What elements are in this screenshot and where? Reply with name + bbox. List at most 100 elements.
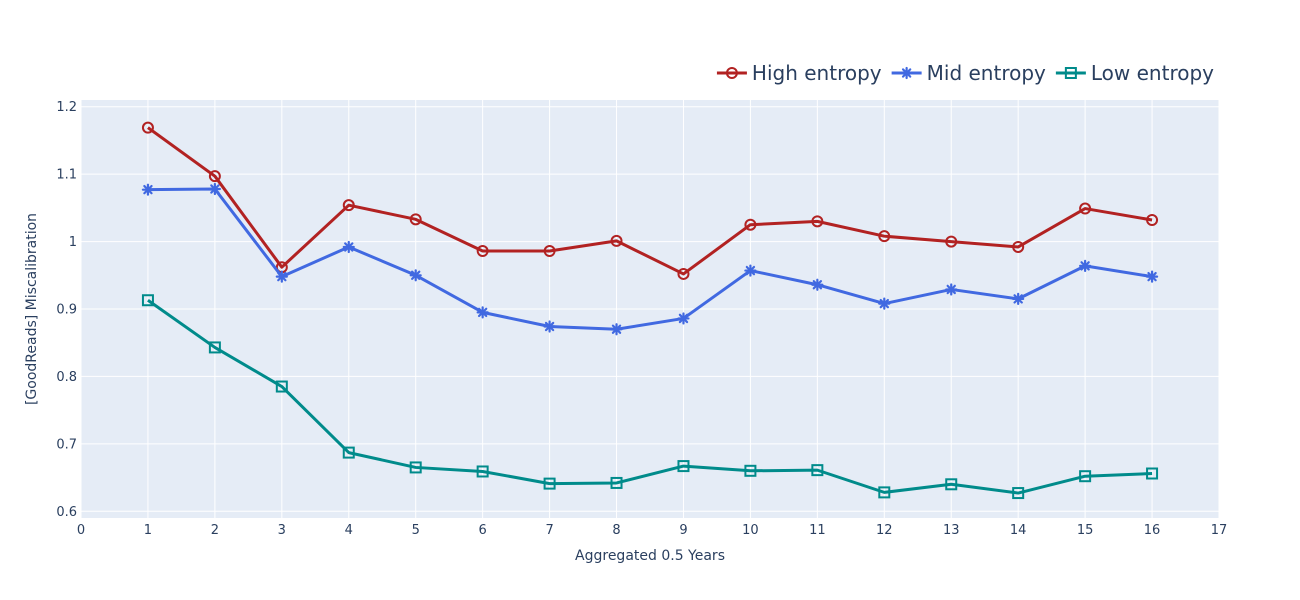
marker-stroke	[611, 324, 622, 334]
data-point	[1012, 240, 1025, 253]
x-tick-label: 7	[545, 523, 553, 538]
data-point	[1012, 292, 1025, 305]
data-point	[141, 294, 154, 307]
y-tick-label: 0.7	[56, 437, 77, 452]
tick-layer: 0 1 2 3 4 5 6 7 8 9 10 11 12 13 14 15 16 170.60.70.80.911…	[56, 100, 1227, 538]
y-tick-label: 0.8	[56, 370, 77, 385]
marker-stroke	[946, 284, 956, 295]
data-point	[476, 245, 489, 258]
marker-stroke	[812, 280, 823, 290]
data-point	[1146, 467, 1159, 480]
grid-layer	[80, 100, 1220, 518]
x-axis-title: Aggregated 0.5 Years	[575, 548, 725, 564]
series-mid-entropy	[141, 182, 1159, 336]
data-point	[610, 476, 623, 489]
x-tick-label: 16	[1144, 523, 1161, 538]
legend-label: Mid entropy	[927, 61, 1046, 85]
x-tick-label: 9	[679, 523, 687, 538]
data-point	[1079, 470, 1092, 483]
data-point	[677, 312, 690, 325]
series-layer	[141, 121, 1159, 500]
data-point	[342, 446, 355, 459]
marker-stroke	[678, 313, 689, 324]
x-tick-label: 11	[809, 523, 826, 538]
data-point	[1145, 270, 1159, 283]
marker-stroke	[344, 242, 354, 252]
data-point	[744, 218, 757, 231]
data-point	[945, 283, 958, 296]
series-line	[147, 187, 1153, 331]
series-line	[147, 299, 1153, 495]
legend-label: High entropy	[752, 61, 882, 85]
x-tick-label: 8	[612, 523, 620, 538]
data-point	[409, 461, 422, 474]
x-tick-label: 0	[77, 523, 85, 538]
data-point	[543, 320, 556, 333]
data-point	[945, 478, 958, 491]
y-tick-label: 0.6	[56, 505, 77, 520]
data-point	[1079, 202, 1092, 215]
series-low-entropy	[141, 294, 1159, 500]
marker-stroke	[210, 184, 220, 194]
legend-item[interactable]: Mid entropy	[891, 61, 1046, 85]
legend[interactable]: High entropy Mid entropy Low entropy	[716, 61, 1214, 85]
x-tick-label: 14	[1010, 523, 1027, 538]
marker-stroke	[477, 307, 488, 318]
x-tick-label: 13	[943, 523, 960, 538]
data-point	[610, 323, 623, 336]
x-tick-label: 10	[742, 523, 759, 538]
y-tick-label: 1.1	[56, 168, 77, 183]
x-tick-label: 4	[345, 523, 353, 538]
y-tick-label: 0.9	[56, 303, 77, 318]
data-point	[342, 199, 355, 212]
legend-marker	[725, 67, 738, 79]
data-point	[744, 464, 757, 477]
legend-marker	[1064, 67, 1077, 79]
series-high-entropy	[141, 121, 1159, 280]
data-point	[543, 245, 556, 258]
data-point	[409, 213, 422, 226]
data-point	[878, 230, 891, 243]
data-point	[208, 341, 221, 354]
x-tick-label: 12	[876, 523, 893, 538]
x-tick-label: 17	[1211, 523, 1228, 538]
data-point	[208, 182, 221, 196]
y-axis-title: [GoodReads] Miscalibration	[24, 213, 40, 405]
data-point	[275, 380, 288, 393]
x-tick-label: 1	[144, 523, 152, 538]
x-tick-label: 6	[479, 523, 487, 538]
data-point	[878, 297, 891, 310]
data-point	[811, 464, 824, 477]
data-point	[677, 460, 690, 473]
data-point	[945, 235, 958, 248]
marker-stroke	[143, 184, 153, 195]
marker-stroke	[1080, 261, 1090, 271]
data-point	[677, 267, 690, 280]
marker-stroke	[1013, 294, 1023, 304]
x-tick-label: 3	[278, 523, 286, 538]
legend-marker	[900, 66, 913, 80]
marker-stroke	[544, 321, 555, 332]
data-point	[141, 183, 155, 196]
data-point	[275, 270, 288, 283]
legend-item[interactable]: High entropy	[716, 61, 882, 85]
data-point	[409, 269, 422, 282]
legend-label: Low entropy	[1091, 61, 1214, 85]
y-tick-label: 1	[69, 235, 77, 250]
data-point	[342, 240, 355, 254]
data-point	[1012, 487, 1025, 500]
data-point	[1079, 259, 1092, 272]
legend-item[interactable]: Low entropy	[1055, 61, 1214, 85]
marker-stroke	[1147, 271, 1157, 282]
data-point	[543, 477, 556, 490]
x-tick-label: 15	[1077, 523, 1094, 538]
data-point	[610, 234, 623, 247]
data-point	[744, 264, 757, 277]
data-point	[811, 278, 824, 291]
marker-stroke	[277, 271, 287, 282]
series-line	[147, 126, 1153, 276]
data-point	[141, 121, 154, 134]
y-tick-label: 1.2	[56, 100, 77, 115]
